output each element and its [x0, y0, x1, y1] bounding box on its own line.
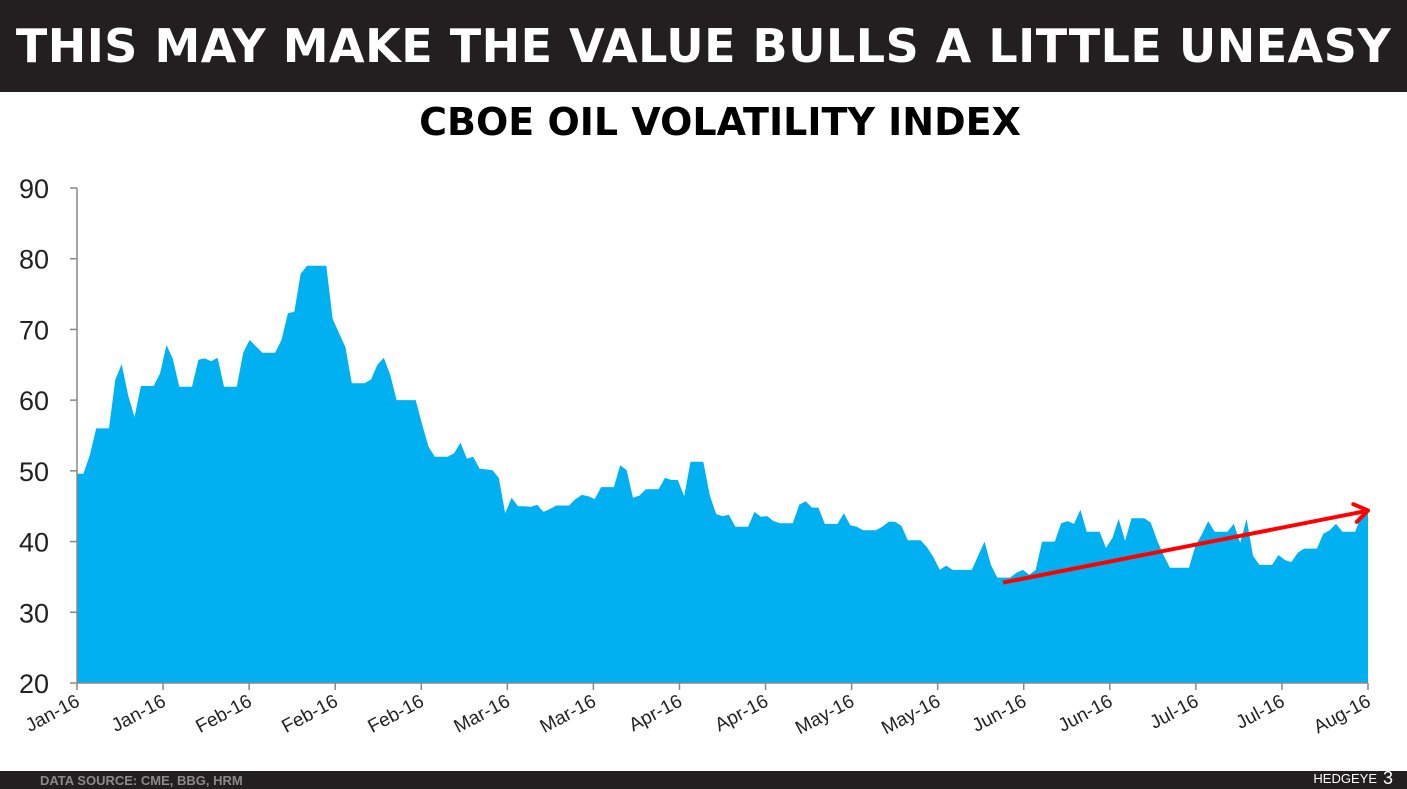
y-tick-label: 30	[19, 598, 49, 628]
x-tick-label: Feb-16	[192, 691, 255, 738]
x-tick-label: Jun-16	[969, 691, 1030, 737]
x-tick-label: May-16	[792, 691, 858, 739]
chart-title: CBOE OIL VOLATILITY INDEX	[419, 100, 1021, 144]
y-tick-label: 90	[19, 174, 49, 204]
x-tick-label: Feb-16	[279, 691, 342, 738]
data-source: DATA SOURCE: CME, BBG, HRM	[40, 773, 243, 788]
headline: THIS MAY MAKE THE VALUE BULLS A LITTLE U…	[15, 19, 1392, 73]
brand-logo: HEDGEYE	[1313, 771, 1377, 786]
volatility-area	[77, 265, 1368, 683]
x-tick-label: Apr-16	[626, 691, 686, 736]
header-banner: THIS MAY MAKE THE VALUE BULLS A LITTLE U…	[0, 0, 1407, 92]
y-tick-label: 60	[19, 386, 49, 416]
x-tick-label: Feb-16	[365, 691, 428, 738]
x-tick-label: Jun-16	[1055, 691, 1116, 737]
y-tick-label: 70	[19, 315, 49, 345]
x-tick-label: Jan-16	[108, 691, 169, 737]
x-tick-label: Aug-16	[1310, 691, 1374, 738]
trend-arrow-head-icon	[1351, 502, 1370, 524]
x-tick-label: Apr-16	[712, 691, 772, 736]
x-tick-label: May-16	[878, 691, 944, 739]
y-tick-label: 20	[19, 669, 49, 699]
x-tick-label: Jul-16	[1233, 691, 1289, 734]
x-tick-label: Mar-16	[451, 691, 514, 738]
trend-arrow-line	[1002, 509, 1365, 585]
footer-bar: DATA SOURCE: CME, BBG, HRM HEDGEYE 3	[0, 768, 1407, 789]
x-tick-label: Jul-16	[1147, 691, 1203, 734]
y-tick-label: 40	[19, 528, 49, 558]
page-number: 3	[1382, 768, 1393, 788]
x-tick-label: Mar-16	[537, 691, 600, 738]
y-tick-label: 80	[19, 245, 49, 275]
y-tick-label: 50	[19, 457, 49, 487]
